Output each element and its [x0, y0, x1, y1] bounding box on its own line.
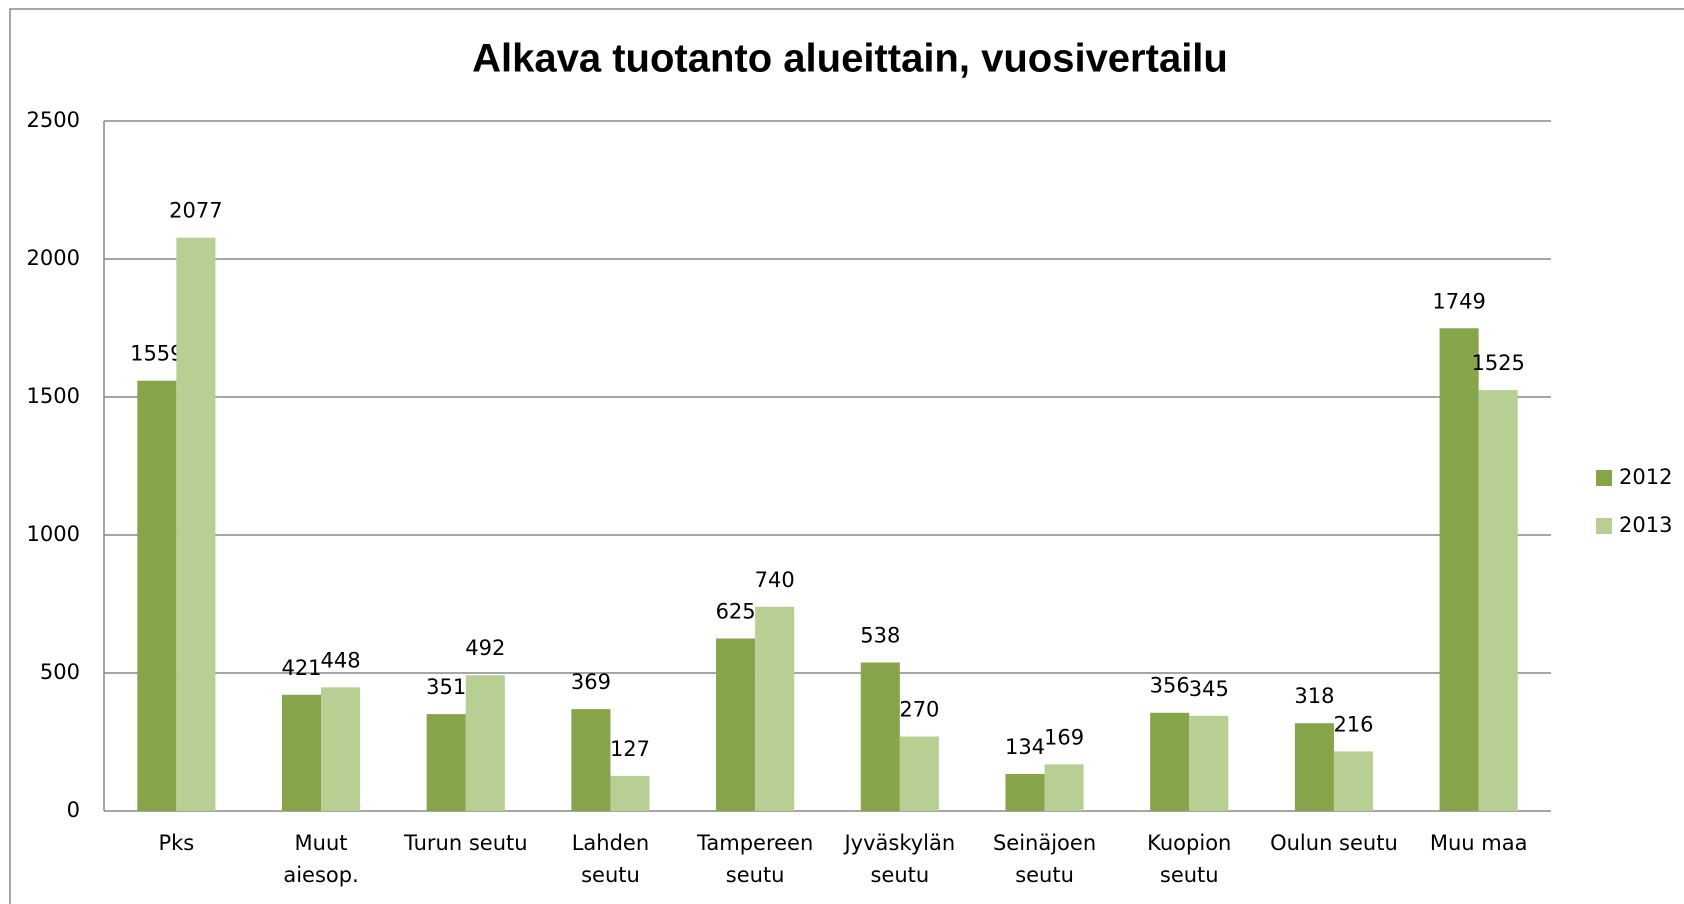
data-label: 318: [1294, 684, 1334, 708]
x-tick-label: Pks: [158, 831, 195, 855]
bar: [1150, 712, 1190, 811]
bar: [1439, 328, 1479, 811]
data-label: 356: [1150, 674, 1190, 698]
data-label: 270: [899, 697, 939, 721]
data-label: 216: [1333, 712, 1373, 736]
bar: [860, 662, 900, 811]
legend-swatch: [1596, 518, 1612, 534]
y-tick-label: 2500: [27, 108, 80, 132]
y-tick-label: 0: [67, 798, 80, 822]
bar: [1005, 774, 1045, 811]
x-tick-label: Kuopion seutu: [1147, 831, 1232, 887]
data-label: 2077: [169, 199, 222, 223]
y-tick-label: 500: [40, 660, 80, 684]
bar: [426, 714, 466, 811]
data-label: 625: [716, 600, 756, 624]
legend-label: 2012: [1619, 465, 1672, 489]
bar: [755, 606, 795, 811]
y-tick-label: 2000: [27, 246, 80, 270]
bar: [1294, 723, 1334, 811]
x-tick-label: Seinäjoen seutu: [992, 831, 1097, 887]
chart-frame: [9, 8, 1684, 904]
x-tick-label: Oulun seutu: [1270, 831, 1398, 855]
chart-title: Alkava tuotanto alueittain, vuosivertail…: [472, 37, 1228, 81]
y-tick-label: 1000: [27, 522, 80, 546]
data-label: 351: [426, 675, 466, 699]
data-label: 1749: [1432, 289, 1485, 313]
x-tick-label: Muut aiesop.: [283, 831, 359, 887]
bar: [899, 736, 939, 811]
data-label: 538: [860, 624, 900, 648]
bar: [1333, 751, 1374, 811]
bar: [465, 675, 505, 811]
bar: [1478, 390, 1518, 811]
x-tick-label: Lahden seutu: [571, 831, 650, 887]
bar: [1044, 764, 1084, 811]
data-label: 448: [321, 648, 361, 672]
bar: [716, 638, 756, 811]
data-label: 169: [1044, 725, 1084, 749]
bar: [137, 380, 177, 811]
data-label: 1559: [130, 342, 183, 366]
data-label: 345: [1189, 677, 1229, 701]
data-label: 740: [755, 568, 795, 592]
bar: [1189, 715, 1229, 811]
data-label: 134: [1005, 735, 1045, 759]
bar: [571, 709, 611, 811]
x-tick-label: Muu maa: [1429, 831, 1528, 855]
data-label: 127: [610, 737, 650, 761]
data-label: 492: [465, 636, 505, 660]
legend-label: 2013: [1619, 513, 1672, 537]
bar: [176, 237, 216, 812]
y-tick-label: 1500: [27, 384, 80, 408]
data-label: 421: [281, 656, 321, 680]
legend-swatch: [1596, 470, 1612, 486]
x-tick-label: Tampereen seutu: [697, 831, 814, 887]
bar: [281, 694, 322, 811]
bar: [321, 687, 361, 811]
x-tick-label: Turun seutu: [403, 831, 528, 855]
bar: [610, 775, 650, 811]
x-tick-label: Jyväskylän seutu: [844, 831, 956, 887]
data-label: 369: [571, 670, 611, 694]
data-label: 1525: [1471, 351, 1524, 375]
